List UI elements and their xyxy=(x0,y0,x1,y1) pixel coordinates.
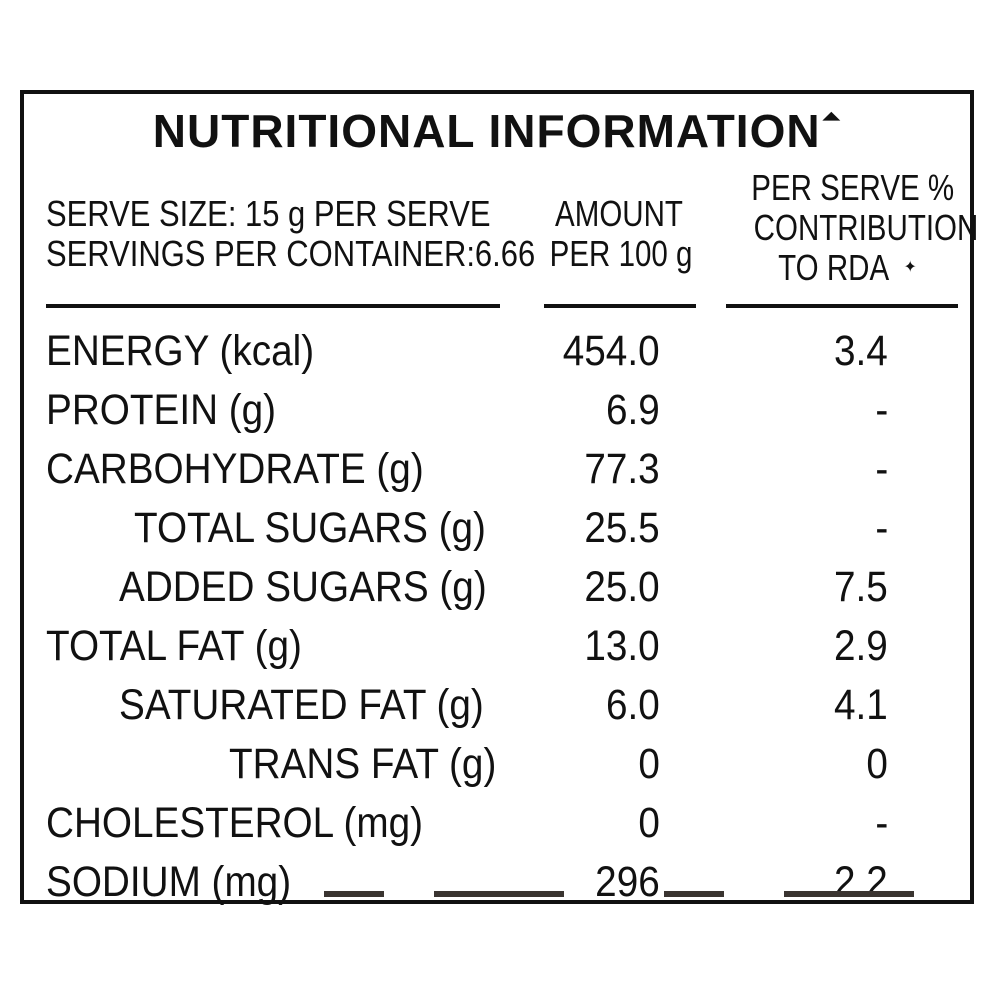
header-rule-mid xyxy=(544,304,696,308)
table-row: SATURATED FAT (g) 6.0 4.1 xyxy=(24,676,970,735)
rda-header-line3: TO RDA xyxy=(778,247,890,288)
panel-title: NUTRITIONAL INFORMATION⏶ xyxy=(24,104,970,158)
nutrient-amount: 25.5 xyxy=(584,504,660,552)
nutrient-amount: 296 xyxy=(595,858,660,906)
nutrient-rda: 2.9 xyxy=(834,622,888,670)
amount-header-line1: AMOUNT xyxy=(555,193,683,234)
amount-header-line2: PER 100 g xyxy=(549,233,693,274)
nutrient-amount: 6.0 xyxy=(606,681,660,729)
serve-size-label: SERVE SIZE: 15 g PER SERVE xyxy=(46,193,491,234)
table-row: TRANS FAT (g) 0 0 xyxy=(24,735,970,794)
nutrient-amount: 0 xyxy=(638,740,660,788)
bottom-rule-smudge xyxy=(664,891,724,897)
title-text: NUTRITIONAL INFORMATION xyxy=(152,105,821,157)
nutrient-rda: 7.5 xyxy=(834,563,888,611)
nutrient-rda: 3.4 xyxy=(834,327,888,375)
amount-column-header: AMOUNT PER 100 g xyxy=(534,194,704,274)
table-row: TOTAL SUGARS (g) 25.5 - xyxy=(24,499,970,558)
nutrient-rda: 4.1 xyxy=(834,681,888,729)
rda-header-line1: PER SERVE % xyxy=(751,167,955,208)
nutrient-name: TOTAL FAT (g) xyxy=(46,622,302,670)
nutrient-name: CHOLESTEROL (mg) xyxy=(46,799,424,847)
header-rule-left xyxy=(46,304,500,308)
nutrient-amount: 454.0 xyxy=(563,327,660,375)
bottom-rule-smudge xyxy=(434,891,564,897)
servings-per-container-label: SERVINGS PER CONTAINER:6.66 xyxy=(46,233,536,274)
rda-header-line2: CONTRIBUTION xyxy=(753,207,979,248)
nutrient-name: SATURATED FAT (g) xyxy=(119,681,484,729)
table-row: ADDED SUGARS (g) 25.0 7.5 xyxy=(24,558,970,617)
nutrient-rda: - xyxy=(875,799,888,847)
nutrient-name: TRANS FAT (g) xyxy=(229,740,497,788)
nutrient-amount: 77.3 xyxy=(584,445,660,493)
nutrient-name: TOTAL SUGARS (g) xyxy=(134,504,486,552)
table-row: TOTAL FAT (g) 13.0 2.9 xyxy=(24,617,970,676)
nutrition-panel: NUTRITIONAL INFORMATION⏶ SERVE SIZE: 15 … xyxy=(20,90,978,906)
nutrient-rda: - xyxy=(875,386,888,434)
nutrient-rda: 0 xyxy=(866,740,888,788)
nutrient-table: ENERGY (kcal) 454.0 3.4 PROTEIN (g) 6.9 … xyxy=(24,322,970,912)
nutrient-rda: - xyxy=(875,504,888,552)
nutrient-amount: 6.9 xyxy=(606,386,660,434)
rda-column-header: PER SERVE % CONTRIBUTION TO RDA ✦ xyxy=(729,167,978,288)
nutrient-name: SODIUM (mg) xyxy=(46,858,292,906)
nutrient-amount: 25.0 xyxy=(584,563,660,611)
bottom-rule-smudge xyxy=(784,891,914,897)
nutrient-rda: 2.2 xyxy=(834,858,888,906)
table-row: CARBOHYDRATE (g) 77.3 - xyxy=(24,440,970,499)
table-row: SODIUM (mg) 296 2.2 xyxy=(24,853,970,912)
nutrient-name: ENERGY (kcal) xyxy=(46,327,315,375)
table-row: ENERGY (kcal) 454.0 3.4 xyxy=(24,322,970,381)
triangle-mark-icon: ⏶ xyxy=(822,104,842,129)
serving-info: SERVE SIZE: 15 g PER SERVE SERVINGS PER … xyxy=(46,193,536,274)
header-rule-right xyxy=(726,304,958,308)
nutrient-name: ADDED SUGARS (g) xyxy=(119,563,487,611)
table-row: CHOLESTEROL (mg) 0 - xyxy=(24,794,970,853)
nutrient-rda: - xyxy=(875,445,888,493)
table-row: PROTEIN (g) 6.9 - xyxy=(24,381,970,440)
rda-footnote-mark-icon: ✦ xyxy=(903,259,917,276)
nutrient-name: CARBOHYDRATE (g) xyxy=(46,445,424,493)
nutrient-amount: 13.0 xyxy=(584,622,660,670)
nutrient-amount: 0 xyxy=(638,799,660,847)
bottom-rule-smudge xyxy=(324,891,384,897)
nutrient-name: PROTEIN (g) xyxy=(46,386,277,434)
